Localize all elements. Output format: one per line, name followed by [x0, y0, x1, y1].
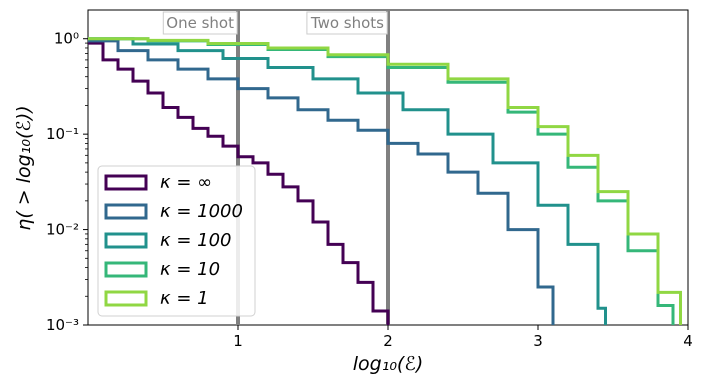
reference-line-label: One shot: [166, 14, 234, 32]
legend-swatch: [104, 232, 148, 249]
legend-label: κ = 1000: [160, 201, 243, 222]
x-tick-label: 4: [683, 332, 693, 350]
x-tick-label: 2: [383, 332, 393, 350]
series-line: [88, 37, 682, 325]
y-tick-label: 10⁻²: [46, 221, 79, 239]
y-ticks: 10⁰ 10⁻¹ 10⁻² 10⁻³: [46, 30, 88, 334]
legend-label: κ = ∞: [160, 172, 212, 193]
x-axis-label: log₁₀(ℰ): [353, 353, 424, 375]
x-ticks: 1 2 3 4: [233, 325, 693, 350]
y-tick-label: 10⁰: [54, 30, 79, 48]
series-line: [88, 41, 390, 325]
legend: κ = ∞ κ = 1000 κ = 100 κ = 10 κ = 1: [97, 165, 256, 317]
reference-line-label-box: [306, 11, 388, 35]
legend-swatch: [104, 174, 148, 191]
y-axis-label: η( > log₁₀(ℰ)): [13, 105, 35, 230]
y-tick-label: 10⁻¹: [46, 125, 79, 143]
legend-label: κ = 100: [160, 230, 232, 251]
legend-swatch: [104, 203, 148, 220]
reference-line-label-box: [162, 11, 238, 35]
legend-swatch: [104, 290, 148, 307]
x-tick-label: 3: [533, 332, 543, 350]
x-tick-label: 1: [233, 332, 243, 350]
series-layer: [88, 37, 682, 325]
series-line: [88, 37, 607, 325]
legend-label: κ = 1: [160, 288, 209, 309]
legend-label: κ = 10: [160, 259, 220, 280]
legend-swatch: [104, 261, 148, 278]
series-line: [88, 39, 555, 325]
y-tick-label: 10⁻³: [46, 316, 79, 334]
reference-line-label: Two shots: [310, 14, 384, 32]
